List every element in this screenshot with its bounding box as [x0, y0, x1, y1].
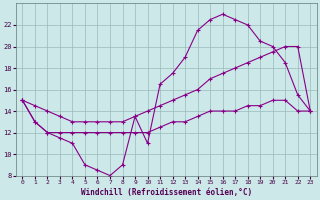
- X-axis label: Windchill (Refroidissement éolien,°C): Windchill (Refroidissement éolien,°C): [81, 188, 252, 197]
